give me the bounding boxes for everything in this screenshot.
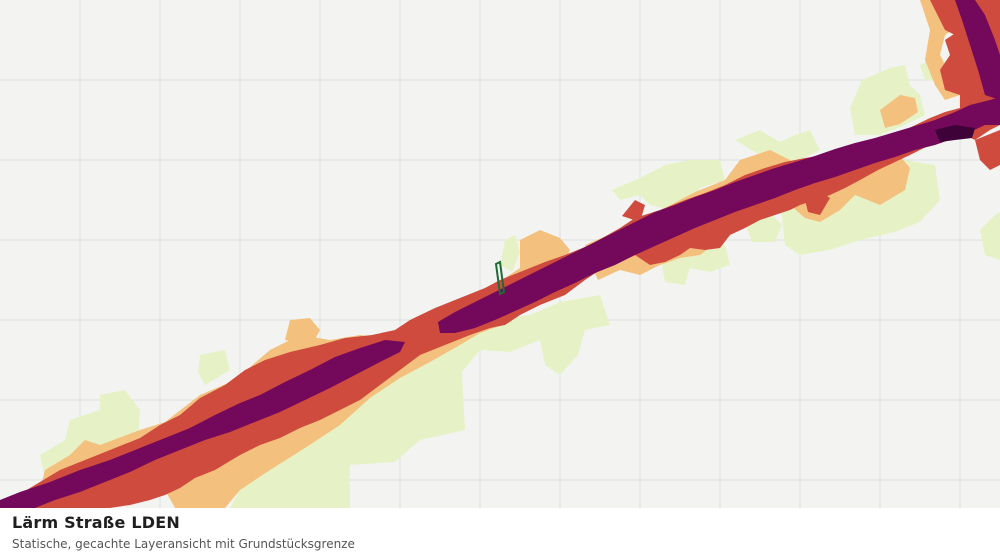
map-title: Lärm Straße LDEN [12, 513, 180, 532]
noise-map[interactable] [0, 0, 1000, 508]
parcel-boundary[interactable] [494, 260, 506, 296]
map-caption: Lärm Straße LDEN Statische, gecachte Lay… [0, 508, 1000, 560]
noise-zone-level-1 [40, 55, 1000, 508]
noise-zone-level-5 [935, 125, 975, 142]
map-subtitle: Statische, gecachte Layeransicht mit Gru… [12, 537, 355, 551]
parcel-boundary-outline[interactable] [494, 260, 506, 296]
noise-zone-level-4 [0, 0, 1000, 508]
noise-map-canvas[interactable] [0, 0, 1000, 508]
